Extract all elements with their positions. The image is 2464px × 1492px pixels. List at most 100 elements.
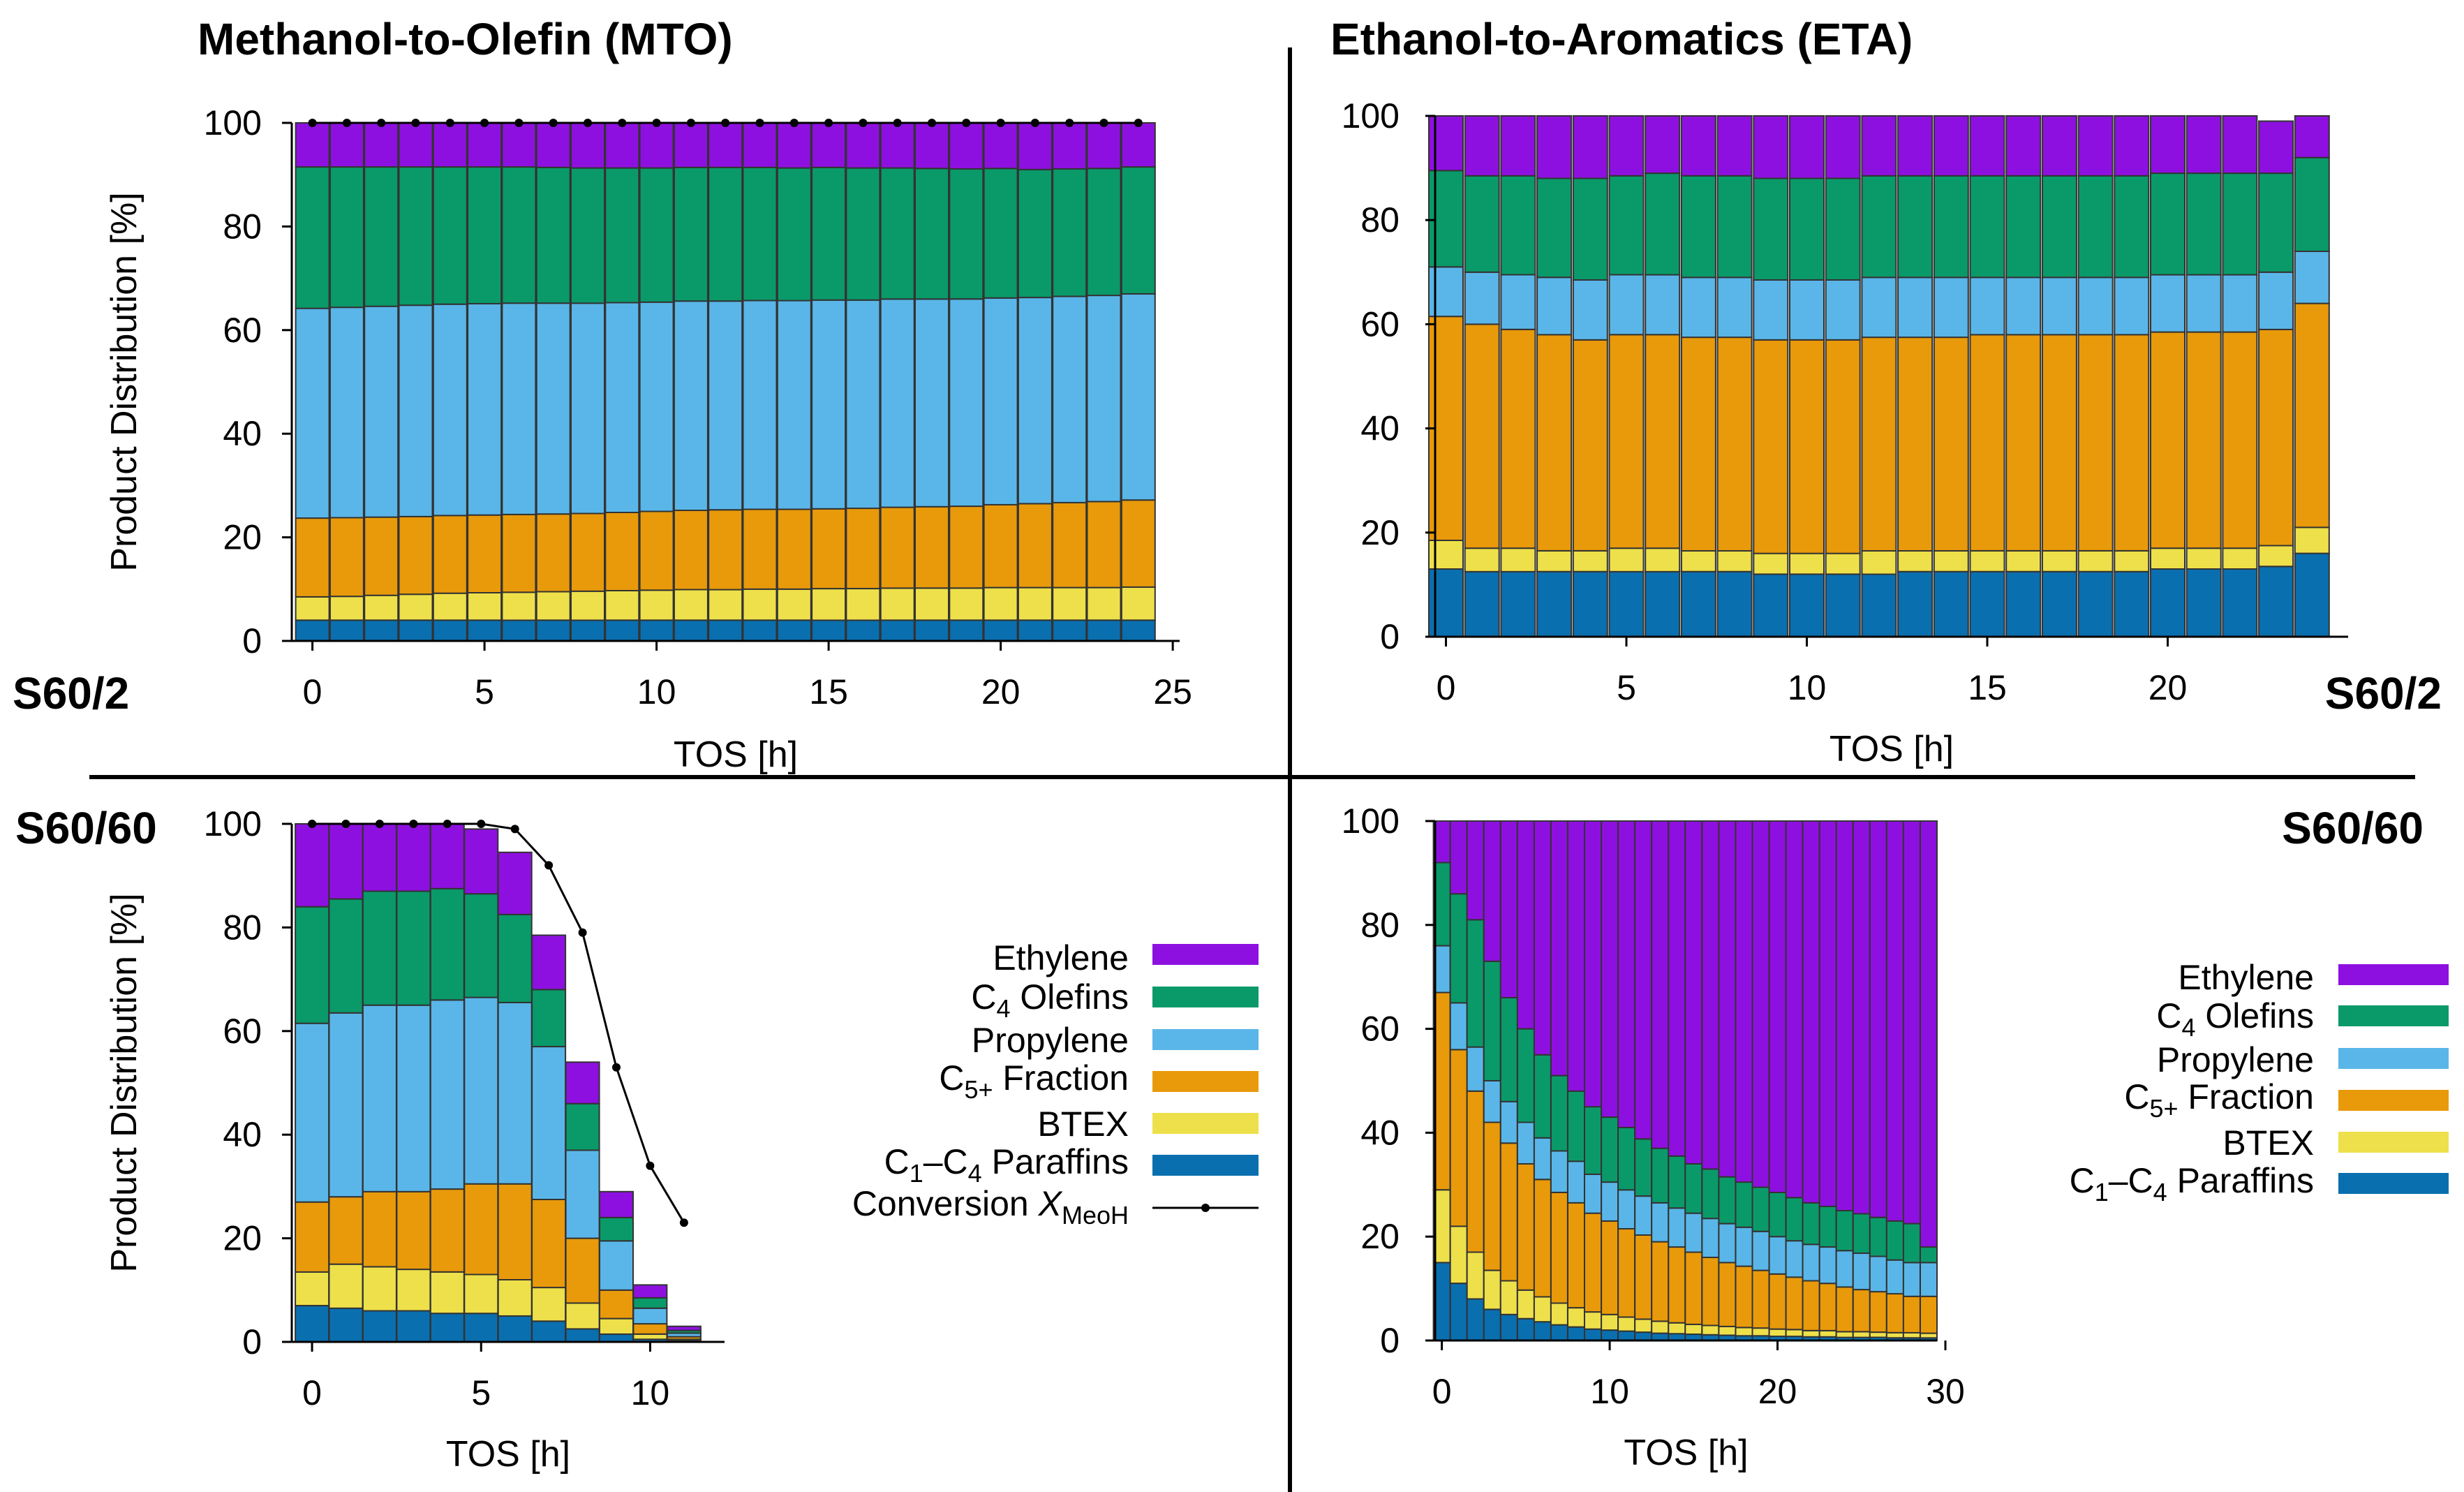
bar-segment-c5_fraction <box>1634 1234 1653 1320</box>
bar-segment-c5_fraction <box>1735 1265 1753 1329</box>
bar-segment-c4_olefins <box>811 166 847 301</box>
bar-segment-btex <box>1902 1331 1921 1339</box>
bar-segment-c5_fraction <box>1572 339 1608 552</box>
legend-mto-c5-label: C5+ Fraction <box>939 1058 1129 1104</box>
bar-segment-ethylene <box>1861 115 1897 177</box>
bar-segment-c4_olefins <box>1086 168 1122 297</box>
bar-segment-propylene <box>535 302 571 515</box>
bar-segment-c4_olefins <box>1428 170 1464 268</box>
bar-segment-c4_olefins <box>1852 1213 1871 1254</box>
bar-segment-c4_olefins <box>2077 175 2114 279</box>
bar-segment-paraffins <box>673 619 708 642</box>
bar-segment-c5_fraction <box>811 508 847 590</box>
bar-segment-c4_olefins <box>432 166 468 305</box>
bar-segment-ethylene <box>398 122 433 168</box>
bar-segment-c5_fraction <box>1701 1257 1720 1327</box>
bar-segment-btex <box>535 591 571 621</box>
bar-segment-c5_fraction <box>2077 334 2114 552</box>
legend-eta-c4-label: C4 Olefins <box>2156 996 2314 1042</box>
bar-segment-ethylene <box>1086 122 1122 170</box>
bar-segment-c5_fraction <box>2222 331 2258 549</box>
bar-segment-paraffins <box>1617 1330 1636 1341</box>
bar-segment-paraffins <box>1533 1321 1552 1341</box>
conversion-point <box>409 820 418 828</box>
bar-segment-ethylene <box>1735 820 1753 1183</box>
bar-segment-btex <box>1701 1324 1720 1336</box>
bar-segment-c5_fraction <box>1516 1163 1535 1291</box>
bar-segment-ethylene <box>1869 820 1887 1218</box>
bar-segment-ethylene <box>2185 115 2222 175</box>
bar-segment-c4_olefins <box>2222 172 2258 276</box>
bar-segment-ethylene <box>565 1061 600 1105</box>
bar-segment-propylene <box>742 300 778 510</box>
bar-segment-paraffins <box>364 619 399 642</box>
bar-segment-ethylene <box>329 122 364 168</box>
x-tick-label: 10 <box>1590 1372 1629 1411</box>
bar-segment-paraffins <box>1499 1313 1518 1342</box>
bar-segment-propylene <box>398 304 433 517</box>
bar-segment-ethylene <box>666 1325 702 1331</box>
bar-segment-ethylene <box>362 823 397 892</box>
bar-segment-ethylene <box>1753 115 1789 179</box>
bar-segment-btex <box>570 590 605 621</box>
bar-segment-btex <box>497 1279 533 1317</box>
bar-segment-c5_fraction <box>1818 1283 1837 1331</box>
bar-segment-propylene <box>673 300 708 511</box>
bar-segment-c4_olefins <box>1802 1202 1820 1246</box>
bar-segment-propylene <box>1668 1207 1686 1248</box>
conversion-point <box>377 119 386 127</box>
bar-segment-btex <box>295 596 330 621</box>
bar-segment-btex <box>1668 1322 1686 1335</box>
bar-segment-propylene <box>708 300 743 511</box>
bar-segment-ethylene <box>1684 820 1703 1165</box>
bar-segment-btex <box>2114 549 2150 573</box>
bar-segment-c4_olefins <box>845 167 881 301</box>
bar-segment-btex <box>1608 547 1645 573</box>
bar-segment-btex <box>329 596 364 621</box>
bar-segment-c5_fraction <box>1617 1228 1636 1318</box>
legend-eta-btex-swatch <box>2338 1132 2449 1153</box>
bar-segment-ethylene <box>1052 122 1088 170</box>
bar-segment-propylene <box>467 303 503 516</box>
legend-mto-propylene-label: Propylene <box>972 1021 1129 1060</box>
conversion-point <box>721 119 730 127</box>
bar-segment-paraffins <box>2077 570 2114 638</box>
conversion-point <box>341 820 350 828</box>
bar-segment-propylene <box>1818 1246 1837 1285</box>
bar-segment-c5_fraction <box>1920 1295 1938 1334</box>
bar-segment-c4_olefins <box>632 1297 668 1309</box>
legend-mto-btex-label: BTEX <box>1037 1105 1129 1144</box>
y-tick-label: 80 <box>223 908 262 947</box>
bar-segment-c5_fraction <box>467 514 503 594</box>
bar-segment-propylene <box>1584 1173 1602 1214</box>
legend-eta-c4-swatch <box>2338 1005 2449 1026</box>
bar-segment-paraffins <box>2258 566 2294 637</box>
x-tick-label: 30 <box>1926 1372 1965 1411</box>
bar-segment-btex <box>776 588 812 621</box>
bar-segment-ethylene <box>1651 820 1670 1149</box>
legend-mto-ethylene-swatch <box>1152 944 1259 965</box>
bar-segment-c4_olefins <box>1584 1106 1602 1175</box>
bar-segment-paraffins <box>1584 1328 1602 1341</box>
bar-segment-ethylene <box>639 122 674 169</box>
bar-segment-btex <box>1500 547 1536 573</box>
bar-segment-ethylene <box>2005 115 2042 177</box>
bar-segment-ethylene <box>776 122 812 169</box>
legend-mto-paraffins-label: C1–C4 Paraffins <box>884 1142 1129 1188</box>
bar-segment-paraffins <box>432 619 468 642</box>
bar-segment-btex <box>1464 547 1500 573</box>
bar-segment-paraffins <box>429 1313 465 1343</box>
conversion-point <box>445 119 454 127</box>
bar-segment-paraffins <box>1572 570 1608 638</box>
bar-segment-c5_fraction <box>1789 339 1825 554</box>
bar-segment-paraffins <box>1428 568 1464 637</box>
bar-segment-c4_olefins <box>776 167 812 302</box>
bar-segment-paraffins <box>1466 1298 1485 1341</box>
bar-segment-propylene <box>1550 1150 1568 1193</box>
bar-segment-c5_fraction <box>1861 337 1897 552</box>
bar-segment-propylene <box>1572 279 1608 341</box>
bar-segment-propylene <box>2114 276 2150 336</box>
legend-eta: Ethylene C4 Olefins Propylene C5+ Fracti… <box>2070 958 2449 1206</box>
bar-segment-ethylene <box>328 823 364 900</box>
bar-segment-ethylene <box>535 122 571 168</box>
